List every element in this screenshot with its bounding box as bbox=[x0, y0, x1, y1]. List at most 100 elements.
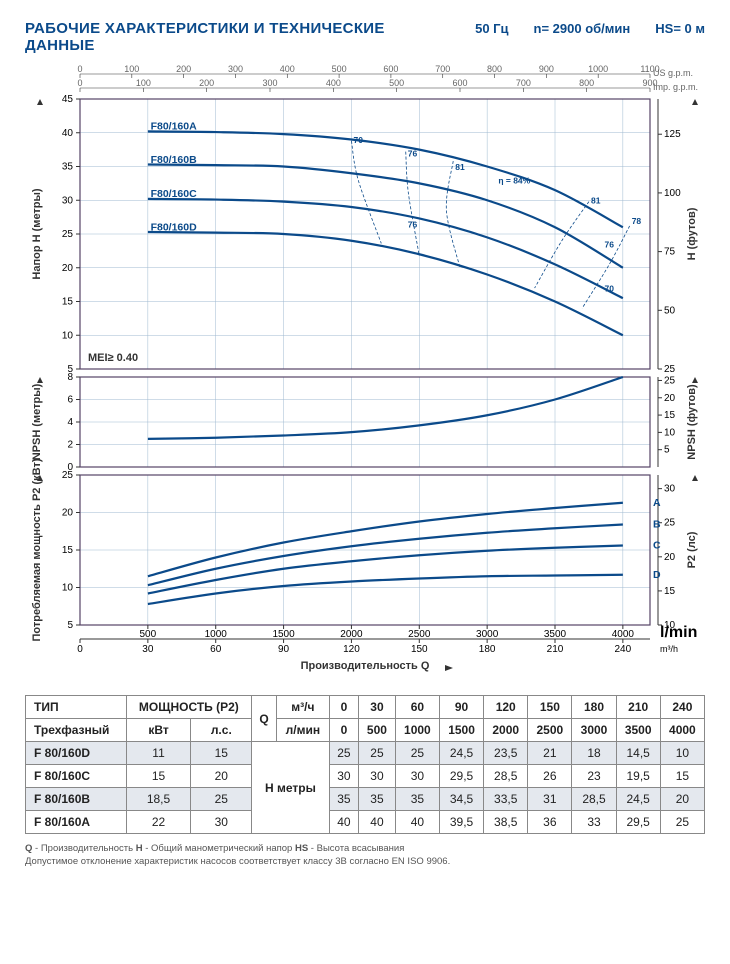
svg-text:900: 900 bbox=[539, 64, 554, 74]
svg-text:20: 20 bbox=[62, 263, 74, 274]
svg-text:Производительность Q: Производительность Q bbox=[301, 660, 430, 672]
freq: 50 Гц bbox=[475, 21, 508, 36]
svg-text:F80/160A: F80/160A bbox=[151, 120, 198, 132]
svg-text:25: 25 bbox=[62, 229, 74, 240]
svg-text:1000: 1000 bbox=[588, 64, 608, 74]
svg-text:15: 15 bbox=[664, 410, 676, 421]
svg-text:100: 100 bbox=[664, 188, 681, 199]
svg-text:700: 700 bbox=[516, 78, 531, 88]
svg-text:50: 50 bbox=[664, 305, 676, 316]
svg-text:m³/h: m³/h bbox=[660, 644, 678, 654]
svg-text:8: 8 bbox=[67, 372, 73, 383]
svg-text:D: D bbox=[653, 569, 661, 581]
svg-text:30: 30 bbox=[664, 484, 676, 495]
performance-table: ТИПМОЩНОСТЬ (P2)Qм³/ч0306090120150180210… bbox=[25, 695, 705, 834]
svg-text:10: 10 bbox=[664, 427, 676, 438]
svg-text:P2 (лс): P2 (лс) bbox=[686, 531, 698, 568]
svg-text:700: 700 bbox=[435, 64, 450, 74]
svg-text:300: 300 bbox=[228, 64, 243, 74]
svg-text:20: 20 bbox=[664, 393, 676, 404]
svg-text:0: 0 bbox=[77, 644, 83, 655]
svg-text:500: 500 bbox=[140, 629, 157, 640]
svg-text:5: 5 bbox=[67, 620, 73, 631]
svg-text:70: 70 bbox=[605, 283, 615, 293]
svg-text:l/min: l/min bbox=[660, 624, 697, 641]
svg-text:20: 20 bbox=[664, 552, 676, 563]
svg-text:F80/160D: F80/160D bbox=[151, 222, 198, 234]
svg-text:A: A bbox=[653, 497, 661, 509]
svg-text:76: 76 bbox=[408, 219, 418, 229]
footnote: Q - Производительность H - Общий маномет… bbox=[25, 842, 705, 869]
svg-text:10: 10 bbox=[62, 330, 74, 341]
svg-text:180: 180 bbox=[479, 644, 496, 655]
svg-text:1000: 1000 bbox=[205, 629, 228, 640]
svg-text:210: 210 bbox=[547, 644, 564, 655]
svg-text:60: 60 bbox=[210, 644, 222, 655]
svg-text:2: 2 bbox=[67, 440, 73, 451]
svg-text:30: 30 bbox=[142, 644, 154, 655]
svg-text:US g.p.m.: US g.p.m. bbox=[653, 68, 693, 78]
svg-text:75: 75 bbox=[664, 247, 676, 258]
svg-text:2000: 2000 bbox=[340, 629, 363, 640]
svg-text:Потребляемая мощность P2 (кВт): Потребляемая мощность P2 (кВт) bbox=[31, 458, 43, 641]
svg-text:B: B bbox=[653, 519, 661, 531]
svg-text:500: 500 bbox=[389, 78, 404, 88]
svg-text:600: 600 bbox=[383, 64, 398, 74]
svg-text:300: 300 bbox=[262, 78, 277, 88]
svg-text:F80/160B: F80/160B bbox=[151, 154, 198, 166]
svg-text:4: 4 bbox=[67, 417, 73, 428]
svg-text:25: 25 bbox=[664, 364, 676, 375]
svg-text:Напор H (метры): Напор H (метры) bbox=[31, 188, 43, 279]
svg-text:3500: 3500 bbox=[544, 629, 567, 640]
svg-text:6: 6 bbox=[67, 395, 73, 406]
header: РАБОЧИЕ ХАРАКТЕРИСТИКИ И ТЕХНИЧЕСКИЕ ДАН… bbox=[25, 20, 705, 54]
svg-text:125: 125 bbox=[664, 129, 681, 140]
svg-text:C: C bbox=[653, 540, 661, 552]
svg-text:500: 500 bbox=[332, 64, 347, 74]
svg-text:0: 0 bbox=[77, 78, 82, 88]
svg-text:120: 120 bbox=[343, 644, 360, 655]
svg-text:81: 81 bbox=[455, 162, 465, 172]
svg-text:25: 25 bbox=[664, 375, 676, 386]
svg-text:200: 200 bbox=[176, 64, 191, 74]
svg-text:H (футов): H (футов) bbox=[686, 207, 698, 260]
pump-curve-chart: 010020030040050060070080090010001100US g… bbox=[25, 64, 705, 675]
svg-text:F80/160C: F80/160C bbox=[151, 188, 198, 200]
svg-text:400: 400 bbox=[326, 78, 341, 88]
svg-text:100: 100 bbox=[136, 78, 151, 88]
svg-text:76: 76 bbox=[408, 148, 418, 158]
svg-text:76: 76 bbox=[605, 240, 615, 250]
svg-text:η = 84%: η = 84% bbox=[498, 175, 530, 185]
svg-text:0: 0 bbox=[77, 64, 82, 74]
rpm: n= 2900 об/мин bbox=[534, 21, 631, 36]
svg-text:81: 81 bbox=[591, 196, 601, 206]
svg-text:MEI≥ 0.40: MEI≥ 0.40 bbox=[88, 352, 138, 364]
svg-text:400: 400 bbox=[280, 64, 295, 74]
svg-text:70: 70 bbox=[353, 135, 363, 145]
svg-text:15: 15 bbox=[62, 545, 74, 556]
svg-text:Imp. g.p.m.: Imp. g.p.m. bbox=[653, 82, 698, 92]
svg-text:100: 100 bbox=[124, 64, 139, 74]
svg-text:600: 600 bbox=[452, 78, 467, 88]
svg-text:800: 800 bbox=[487, 64, 502, 74]
svg-text:200: 200 bbox=[199, 78, 214, 88]
svg-text:25: 25 bbox=[664, 518, 676, 529]
svg-text:NPSH (метры): NPSH (метры) bbox=[31, 383, 43, 460]
svg-text:1500: 1500 bbox=[272, 629, 295, 640]
svg-text:35: 35 bbox=[62, 162, 74, 173]
svg-text:NPSH (футов): NPSH (футов) bbox=[686, 384, 698, 460]
svg-text:3000: 3000 bbox=[476, 629, 499, 640]
svg-text:15: 15 bbox=[62, 297, 74, 308]
svg-text:240: 240 bbox=[615, 644, 632, 655]
page-title: РАБОЧИЕ ХАРАКТЕРИСТИКИ И ТЕХНИЧЕСКИЕ ДАН… bbox=[25, 20, 450, 54]
svg-text:25: 25 bbox=[62, 470, 74, 481]
svg-text:10: 10 bbox=[62, 583, 74, 594]
hs: HS= 0 м bbox=[655, 21, 705, 36]
svg-text:4000: 4000 bbox=[612, 629, 635, 640]
svg-text:150: 150 bbox=[411, 644, 428, 655]
svg-text:40: 40 bbox=[62, 128, 74, 139]
svg-text:90: 90 bbox=[278, 644, 290, 655]
svg-text:800: 800 bbox=[579, 78, 594, 88]
svg-text:15: 15 bbox=[664, 586, 676, 597]
svg-text:45: 45 bbox=[62, 94, 74, 105]
